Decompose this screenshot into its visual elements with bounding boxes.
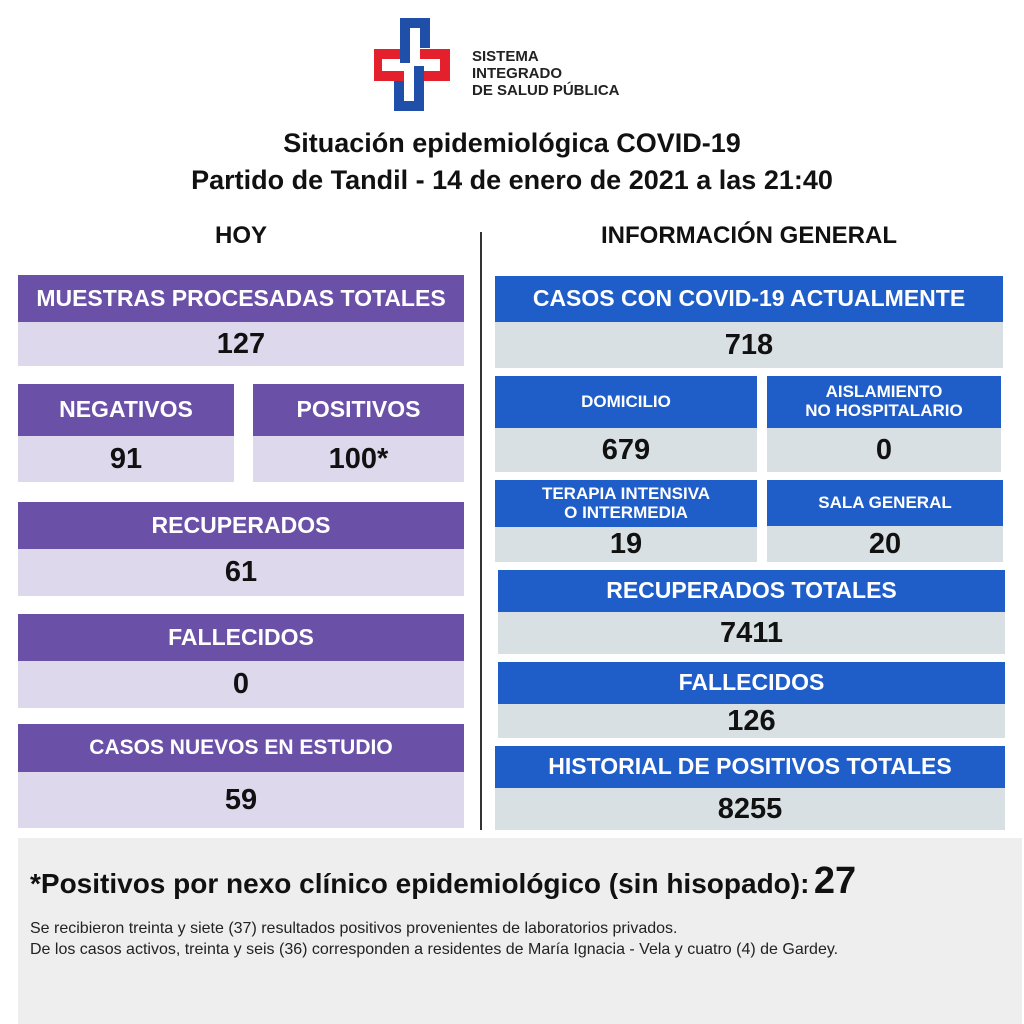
recuperados-value: 61 [18, 549, 464, 596]
terapia-label: TERAPIA INTENSIVA O INTERMEDIA [495, 480, 757, 527]
recuperados-totales-label: RECUPERADOS TOTALES [498, 570, 1005, 612]
sala-label: SALA GENERAL [767, 480, 1003, 526]
nexo-label: *Positivos por nexo clínico epidemiológi… [30, 868, 810, 899]
sala-value: 20 [767, 526, 1003, 562]
negativos-label: NEGATIVOS [18, 384, 234, 436]
casos-actuales-value: 718 [495, 322, 1003, 368]
aislamiento-value: 0 [767, 428, 1001, 472]
note-2: De los casos activos, treinta y seis (36… [30, 941, 839, 958]
casos-actuales-label: CASOS CON COVID-19 ACTUALMENTE [495, 276, 1003, 322]
terapia-value: 19 [495, 527, 757, 562]
positivos-value: 100* [253, 436, 464, 482]
logo-line2: DE SALUD PÚBLICA [472, 82, 620, 99]
historial-label: HISTORIAL DE POSITIVOS TOTALES [495, 746, 1005, 788]
column-divider [480, 232, 482, 830]
negativos-value: 91 [18, 436, 234, 482]
positivos-label: POSITIVOS [253, 384, 464, 436]
fallecidos-value: 0 [18, 661, 464, 708]
aislamiento-label-line1: AISLAMIENTO [825, 382, 943, 402]
muestras-value: 127 [18, 322, 464, 366]
page-title: Situación epidemiológica COVID-19 [283, 128, 741, 158]
recuperados-totales-value: 7411 [498, 612, 1005, 654]
terapia-label-line2: O INTERMEDIA [564, 502, 688, 522]
domicilio-label: DOMICILIO [495, 376, 757, 428]
recuperados-label: RECUPERADOS [18, 502, 464, 549]
footer-panel: *Positivos por nexo clínico epidemiológi… [18, 838, 1022, 1024]
note-1: Se recibieron treinta y siete (37) resul… [30, 920, 678, 937]
historial-value: 8255 [495, 788, 1005, 830]
casos-nuevos-label: CASOS NUEVOS EN ESTUDIO [18, 724, 464, 772]
domicilio-value: 679 [495, 428, 757, 472]
page-subtitle: Partido de Tandil - 14 de enero de 2021 … [191, 165, 833, 195]
logo: SISTEMA INTEGRADO DE SALUD PÚBLICA [362, 14, 632, 114]
aislamiento-label-line2: NO HOSPITALARIO [805, 401, 963, 420]
nexo-value: 27 [813, 860, 857, 902]
fallecidos-label: FALLECIDOS [18, 614, 464, 661]
hoy-heading: HOY [214, 222, 267, 249]
casos-nuevos-value: 59 [18, 772, 464, 828]
fallecidos-totales-value: 126 [498, 704, 1005, 738]
logo-cross-icon [374, 18, 450, 111]
aislamiento-label: AISLAMIENTO NO HOSPITALARIO [767, 376, 1001, 428]
general-heading: INFORMACIÓN GENERAL [601, 222, 897, 249]
terapia-label-line1: TERAPIA INTENSIVA [541, 483, 711, 503]
logo-line1: SISTEMA INTEGRADO [472, 48, 562, 82]
fallecidos-totales-label: FALLECIDOS [498, 662, 1005, 704]
muestras-label: MUESTRAS PROCESADAS TOTALES [18, 275, 464, 322]
